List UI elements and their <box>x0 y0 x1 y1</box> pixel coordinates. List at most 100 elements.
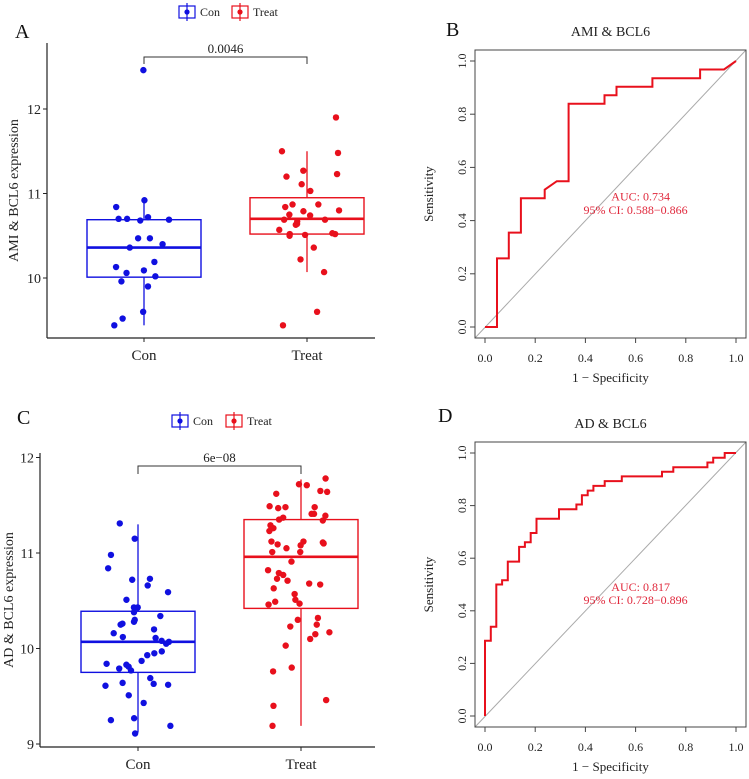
data-point-con <box>123 215 131 223</box>
plot-frame <box>474 49 747 339</box>
ci-label: 95% CI: 0.588−0.866 <box>584 203 688 217</box>
data-point-con <box>116 520 123 527</box>
data-point-con <box>107 551 115 559</box>
p-value-label: 0.0046 <box>208 41 244 56</box>
legend-label: Treat <box>253 5 279 19</box>
data-point-con <box>141 197 148 204</box>
data-point-con <box>117 621 124 628</box>
data-point-treat <box>266 503 273 510</box>
roc-curve <box>485 60 737 328</box>
data-point-treat <box>297 548 304 556</box>
data-point-treat <box>313 621 320 628</box>
data-point-treat <box>271 598 279 605</box>
data-point-treat <box>274 541 281 548</box>
data-point-treat <box>320 268 328 276</box>
y-axis-label: AD & BCL6 expression <box>2 532 17 668</box>
x-tick-label: 0.8 <box>678 351 693 365</box>
data-point-con <box>158 648 165 655</box>
data-point-con <box>144 213 152 221</box>
x-tick-label: 0.2 <box>528 351 543 365</box>
legend-label: Treat <box>247 414 273 428</box>
data-point-treat <box>313 308 321 315</box>
data-point-treat <box>307 187 314 195</box>
data-point-treat <box>297 542 304 549</box>
y-tick-label: 0.6 <box>455 551 469 566</box>
data-point-treat <box>312 630 319 638</box>
data-point-con <box>140 699 147 707</box>
data-point-treat <box>295 481 303 488</box>
data-point-con <box>112 263 120 271</box>
data-point-treat <box>322 475 329 482</box>
legend-dot-icon <box>231 418 237 424</box>
data-point-treat <box>329 230 336 237</box>
x-axis-label: 1 − Specificity <box>572 370 649 385</box>
box-treat <box>243 475 359 730</box>
roc-curve <box>484 452 736 716</box>
data-point-con <box>116 665 123 672</box>
x-tick-label: Treat <box>291 348 323 364</box>
data-point-con <box>150 680 157 688</box>
data-point-con <box>131 730 139 737</box>
data-point-treat <box>286 211 293 218</box>
y-tick-label: 11 <box>21 547 34 562</box>
data-point-treat <box>323 488 331 496</box>
ci-label: 95% CI: 0.728−0.896 <box>584 593 688 607</box>
data-point-treat <box>288 664 295 671</box>
data-point-con <box>134 604 141 611</box>
data-point-treat <box>273 490 280 497</box>
data-point-treat <box>286 232 293 239</box>
data-point-treat <box>315 201 322 208</box>
y-tick-label: 10 <box>27 272 41 287</box>
data-point-treat <box>282 642 289 649</box>
legend-item-con: Con <box>178 3 220 21</box>
data-point-treat <box>308 510 315 518</box>
data-point-treat <box>311 503 318 511</box>
data-point-treat <box>320 540 327 547</box>
data-point-con <box>119 679 126 687</box>
data-point-treat <box>335 207 343 214</box>
data-point-con <box>130 609 138 616</box>
x-tick-label: 0.8 <box>678 740 693 754</box>
y-axis-label: AMI & BCL6 expression <box>7 119 22 262</box>
data-point-treat <box>273 575 281 582</box>
data-point-treat <box>322 512 329 519</box>
panel-letter: A <box>15 21 30 43</box>
data-point-treat <box>280 216 288 223</box>
legend-dot-icon <box>177 418 183 424</box>
data-point-con <box>144 651 151 659</box>
data-point-con <box>147 674 154 682</box>
data-point-treat <box>292 596 299 603</box>
data-point-treat <box>296 600 303 607</box>
data-point-treat <box>289 201 296 208</box>
panel-C: C Con Treat 9 10 11 12 AD & BCL6 expression Con T… <box>2 407 375 773</box>
data-point-con <box>140 66 147 74</box>
data-point-con <box>126 244 133 251</box>
y-tick-label: 0.0 <box>455 320 469 335</box>
data-point-treat <box>303 481 310 489</box>
data-point-con <box>151 650 158 657</box>
panel-letter: C <box>17 407 30 429</box>
data-point-treat <box>306 635 314 643</box>
data-point-con <box>152 273 159 280</box>
data-point-con <box>144 582 151 589</box>
y-axis-label: Sensitivity <box>421 556 436 612</box>
data-point-treat <box>275 516 283 523</box>
y-tick-label: 1.0 <box>455 446 469 461</box>
panel-B: B AMI & BCL6 0.0 0.0 0.2 0.2 0.4 0.4 0.6 0.6 0.8 0.… <box>421 19 747 385</box>
data-point-con <box>137 217 144 224</box>
data-point-con <box>102 682 109 689</box>
data-point-con <box>103 660 110 667</box>
data-point-treat <box>293 220 301 228</box>
data-point-con <box>146 235 154 242</box>
data-point-treat <box>298 181 305 188</box>
data-point-treat <box>265 601 272 608</box>
data-point-treat <box>269 722 276 730</box>
y-tick-label: 0.2 <box>455 266 469 281</box>
x-tick-label: Con <box>125 757 151 773</box>
significance-bracket: 6e−08 <box>137 450 302 474</box>
chart-title: AMI & BCL6 <box>571 25 650 40</box>
data-point-treat <box>334 149 342 157</box>
data-point-treat <box>297 256 304 263</box>
data-point-treat <box>282 203 289 211</box>
auc-label: AUC: 0.734 <box>611 190 670 204</box>
